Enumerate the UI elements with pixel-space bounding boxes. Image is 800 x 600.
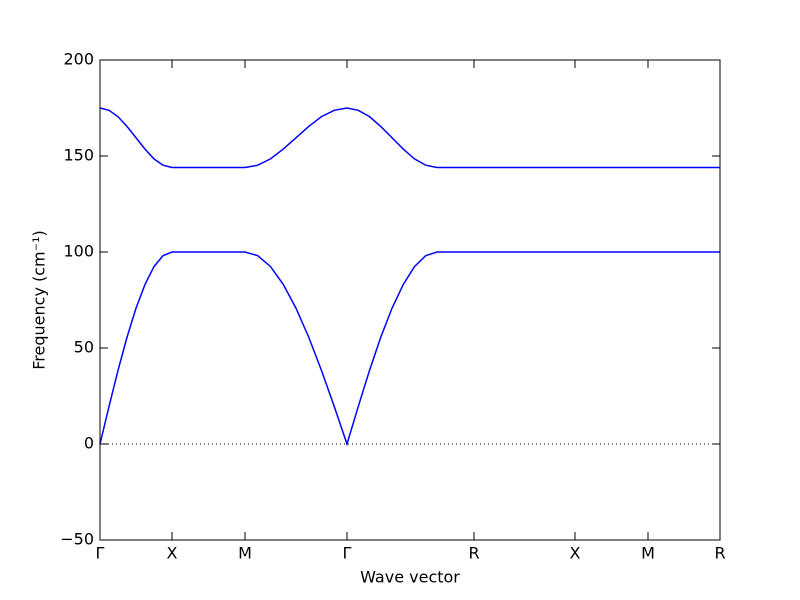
y-tick-label: 0 <box>84 434 94 453</box>
x-tick-label: X <box>570 544 581 563</box>
x-tick-label: Γ <box>96 544 105 563</box>
plot-frame <box>99 59 721 541</box>
x-axis-label: Wave vector <box>360 568 460 587</box>
y-tick-label: 100 <box>63 242 94 261</box>
y-tick-label: 200 <box>63 50 94 69</box>
x-tick-label: M <box>641 544 655 563</box>
x-tick-label: R <box>714 544 725 563</box>
y-tick-label: 150 <box>63 146 94 165</box>
y-tick-label: −50 <box>60 530 94 549</box>
x-tick-label: R <box>468 544 479 563</box>
y-tick-label: 50 <box>74 338 94 357</box>
x-tick-label: Γ <box>343 544 352 563</box>
x-tick-label: X <box>167 544 178 563</box>
band-line <box>99 251 720 447</box>
band-line <box>99 107 720 169</box>
y-axis-label: Frequency (cm⁻¹) <box>30 230 49 369</box>
x-tick-label: M <box>238 544 252 563</box>
